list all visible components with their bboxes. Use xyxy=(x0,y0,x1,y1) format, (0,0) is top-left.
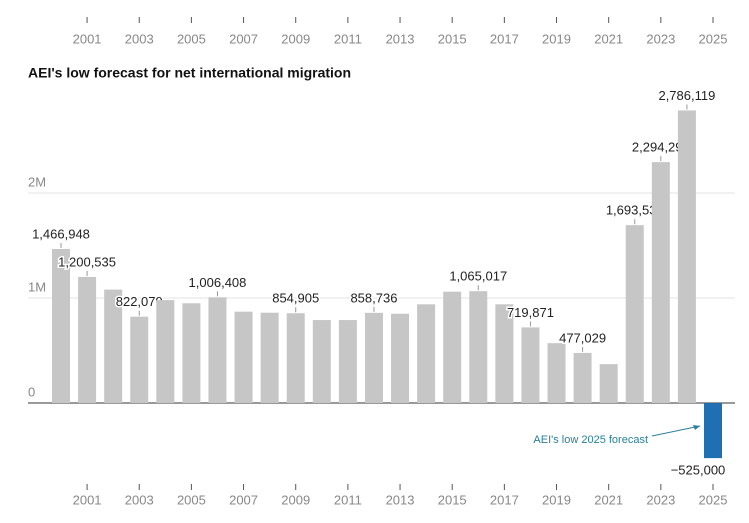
bar xyxy=(625,225,644,403)
annotation: AEI's low 2025 forecast xyxy=(533,434,648,446)
bar xyxy=(52,248,70,403)
bar xyxy=(469,291,488,403)
x-tick-label: 2017 xyxy=(490,492,519,507)
bar xyxy=(651,162,670,403)
x-tick-label: 2013 xyxy=(386,492,415,507)
value-label: 1,006,408 xyxy=(189,275,247,290)
bar xyxy=(260,312,279,403)
bar xyxy=(182,303,201,403)
x-tick-label: 2017 xyxy=(490,31,519,46)
x-tick-label: 2011 xyxy=(334,492,362,507)
value-label: 854,905 xyxy=(272,291,319,306)
y-tick-label: 2M xyxy=(28,174,46,189)
x-tick-label: 2021 xyxy=(594,31,623,46)
bar xyxy=(521,327,540,403)
bar xyxy=(156,300,175,403)
x-tick-label: 2001 xyxy=(73,31,102,46)
bar xyxy=(286,313,305,403)
bar xyxy=(547,343,566,403)
y-tick-label: 1M xyxy=(28,279,46,294)
bar xyxy=(391,313,410,403)
value-label: 1,200,535 xyxy=(58,254,116,269)
x-tick-label: 2015 xyxy=(438,492,467,507)
bar xyxy=(104,289,123,403)
bar xyxy=(599,364,618,403)
value-label: 858,736 xyxy=(350,290,397,305)
value-label: 719,871 xyxy=(507,305,554,320)
x-tick-label: 2023 xyxy=(646,492,675,507)
value-label: 1,065,017 xyxy=(449,269,507,284)
annotation-arrow xyxy=(651,425,701,437)
y-tick-label: 0 xyxy=(28,384,35,399)
x-tick-label: 2003 xyxy=(125,492,154,507)
arrow-head xyxy=(693,425,700,430)
value-label: 2,294,299 xyxy=(632,140,690,155)
x-tick-label: 2025 xyxy=(699,31,728,46)
value-label: 1,466,948 xyxy=(32,226,90,241)
bar xyxy=(573,352,592,403)
value-label: 1,693,535 xyxy=(606,203,664,218)
bar xyxy=(364,312,383,403)
bar xyxy=(208,297,227,403)
value-label: −525,000 xyxy=(671,463,726,478)
x-tick-label: 2019 xyxy=(542,31,571,46)
value-label: 2,786,119 xyxy=(658,88,715,103)
x-tick-label: 2007 xyxy=(229,492,258,507)
bar xyxy=(417,304,436,403)
x-tick-label: 2015 xyxy=(438,31,467,46)
value-label: 822,079 xyxy=(116,294,163,309)
x-tick-label: 2013 xyxy=(386,31,415,46)
x-tick-label: 2001 xyxy=(73,492,102,507)
bar xyxy=(443,291,462,403)
bar xyxy=(677,110,696,403)
chart-title: AEI's low forecast for net international… xyxy=(28,65,351,81)
x-tick-label: 2021 xyxy=(594,492,623,507)
bar xyxy=(130,316,149,403)
x-tick-label: 2011 xyxy=(334,31,362,46)
bar xyxy=(338,320,357,403)
bar xyxy=(78,276,97,403)
value-label: 477,029 xyxy=(559,330,606,345)
x-tick-label: 2005 xyxy=(177,31,206,46)
x-tick-label: 2003 xyxy=(125,31,154,46)
bar xyxy=(312,320,331,403)
x-tick-label: 2019 xyxy=(542,492,571,507)
x-tick-label: 2007 xyxy=(229,31,258,46)
x-tick-label: 2025 xyxy=(699,492,728,507)
bar xyxy=(234,311,253,403)
x-tick-label: 2023 xyxy=(646,31,675,46)
x-tick-label: 2009 xyxy=(281,492,310,507)
x-tick-label: 2005 xyxy=(177,492,206,507)
bar xyxy=(495,304,514,403)
bar xyxy=(704,403,722,459)
x-tick-label: 2009 xyxy=(281,31,310,46)
